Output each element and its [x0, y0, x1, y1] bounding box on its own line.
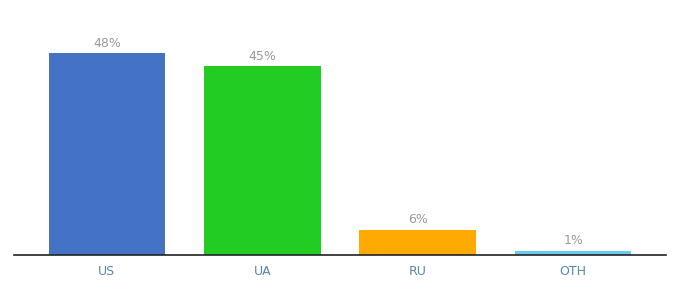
Text: 1%: 1% — [563, 234, 583, 248]
Bar — [515, 251, 632, 255]
Bar — [48, 53, 165, 255]
Text: 48%: 48% — [93, 37, 121, 50]
Bar — [204, 66, 320, 255]
Bar — [360, 230, 476, 255]
Text: 45%: 45% — [248, 50, 276, 63]
Text: 6%: 6% — [408, 213, 428, 226]
